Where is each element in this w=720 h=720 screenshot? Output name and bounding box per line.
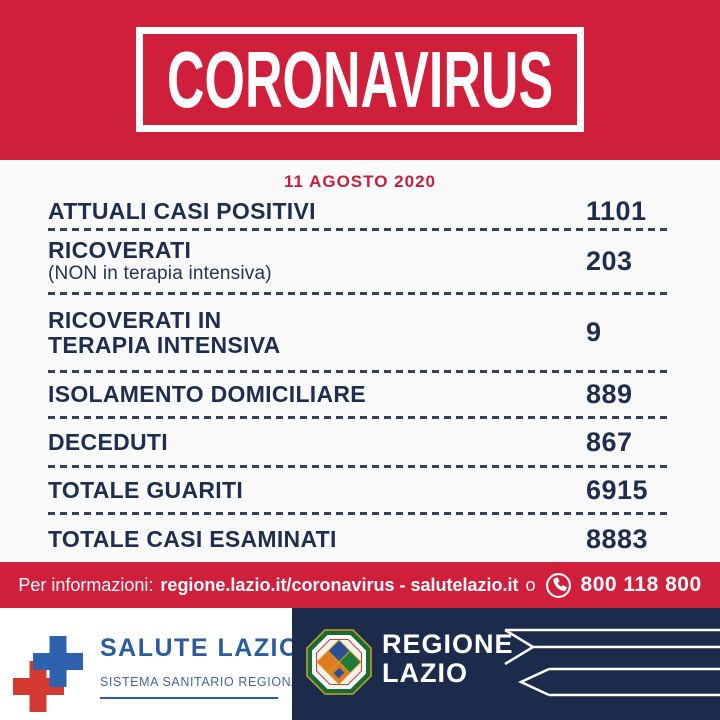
report-date: 11 AGOSTO 2020 bbox=[284, 172, 436, 191]
regione-lazio-decorative-lines bbox=[504, 628, 720, 697]
dashed-separator bbox=[48, 228, 672, 231]
salute-lazio-text: SALUTE LAZIO SISTEMA SANITARIO REGIONALE bbox=[100, 634, 317, 699]
info-links[interactable]: regione.lazio.it/coronavirus - salutelaz… bbox=[160, 574, 519, 595]
banner-title: CORONAVIRUS bbox=[166, 34, 554, 124]
stat-row-ricoverati: RICOVERATI (NON in terapia intensiva) 20… bbox=[48, 231, 672, 292]
stat-row-totale-casi-esaminati: TOTALE CASI ESAMINATI 8883 bbox=[48, 515, 672, 563]
stat-label: TOTALE CASI ESAMINATI bbox=[48, 525, 337, 552]
banner-frame: CORONAVIRUS bbox=[136, 27, 584, 132]
salute-lazio-rule bbox=[100, 697, 278, 699]
stat-row-isolamento-domiciliare: ISOLAMENTO DOMICILIARE 889 bbox=[48, 373, 672, 416]
dashed-separator bbox=[48, 416, 672, 419]
stat-label: ISOLAMENTO DOMICILIARE bbox=[48, 381, 366, 408]
stat-value: 9 bbox=[586, 317, 602, 347]
stat-row-totale-guariti: TOTALE GUARITI 6915 bbox=[48, 468, 672, 512]
salute-lazio-panel: SALUTE LAZIO SISTEMA SANITARIO REGIONALE bbox=[0, 608, 317, 720]
stat-row-deceduti: DECEDUTI 867 bbox=[48, 419, 672, 465]
phone-number: 800 118 800 bbox=[580, 573, 702, 596]
info-bar: Per informazioni: regione.lazio.it/coron… bbox=[0, 562, 720, 608]
stat-value: 889 bbox=[586, 379, 633, 409]
info-prefix: Per informazioni: bbox=[18, 574, 154, 595]
stat-value: 203 bbox=[586, 246, 633, 276]
statistics-report: 11 AGOSTO 2020 ATTUALI CASI POSITIVI 110… bbox=[0, 160, 720, 563]
regione-lazio-wordmark: REGIONE LAZIO bbox=[382, 630, 514, 688]
dashed-separator bbox=[48, 292, 672, 295]
salute-lazio-subtitle: SISTEMA SANITARIO REGIONALE bbox=[100, 675, 317, 689]
stat-value: 8883 bbox=[586, 523, 649, 554]
stat-label: RICOVERATI IN bbox=[48, 307, 222, 334]
stat-label: TOTALE GUARITI bbox=[48, 476, 244, 503]
stat-label: DECEDUTI bbox=[48, 428, 168, 455]
dashed-separator bbox=[48, 512, 672, 515]
banner: CORONAVIRUS bbox=[0, 0, 720, 160]
regione-lazio-panel: REGIONE LAZIO bbox=[292, 608, 720, 720]
dashed-separator bbox=[48, 465, 672, 468]
dashed-separator bbox=[48, 370, 672, 373]
stat-sublabel: (NON in terapia intensiva) bbox=[48, 263, 272, 285]
phone-icon bbox=[545, 572, 572, 599]
regione-word-line1: REGIONE bbox=[382, 629, 514, 659]
salute-lazio-title: SALUTE LAZIO bbox=[100, 634, 300, 662]
stat-label: RICOVERATI bbox=[48, 236, 192, 263]
salute-lazio-cross-icon bbox=[13, 630, 84, 720]
stat-row-terapia-intensiva: RICOVERATI IN TERAPIA INTENSIVA 9 bbox=[48, 295, 672, 370]
regione-word-line2: LAZIO bbox=[382, 658, 468, 688]
stat-value: 1101 bbox=[586, 195, 647, 226]
regione-lazio-emblem-icon bbox=[306, 629, 372, 700]
stat-label-line2: TERAPIA INTENSIVA bbox=[48, 331, 281, 358]
stat-value: 867 bbox=[586, 426, 633, 457]
stat-row-attuali-casi-positivi: ATTUALI CASI POSITIVI 1101 bbox=[48, 194, 672, 228]
info-separator: o bbox=[525, 574, 536, 595]
footer: SALUTE LAZIO SISTEMA SANITARIO REGIONALE bbox=[0, 608, 720, 720]
stat-label: ATTUALI CASI POSITIVI bbox=[48, 197, 316, 224]
stat-value: 6915 bbox=[586, 474, 649, 505]
